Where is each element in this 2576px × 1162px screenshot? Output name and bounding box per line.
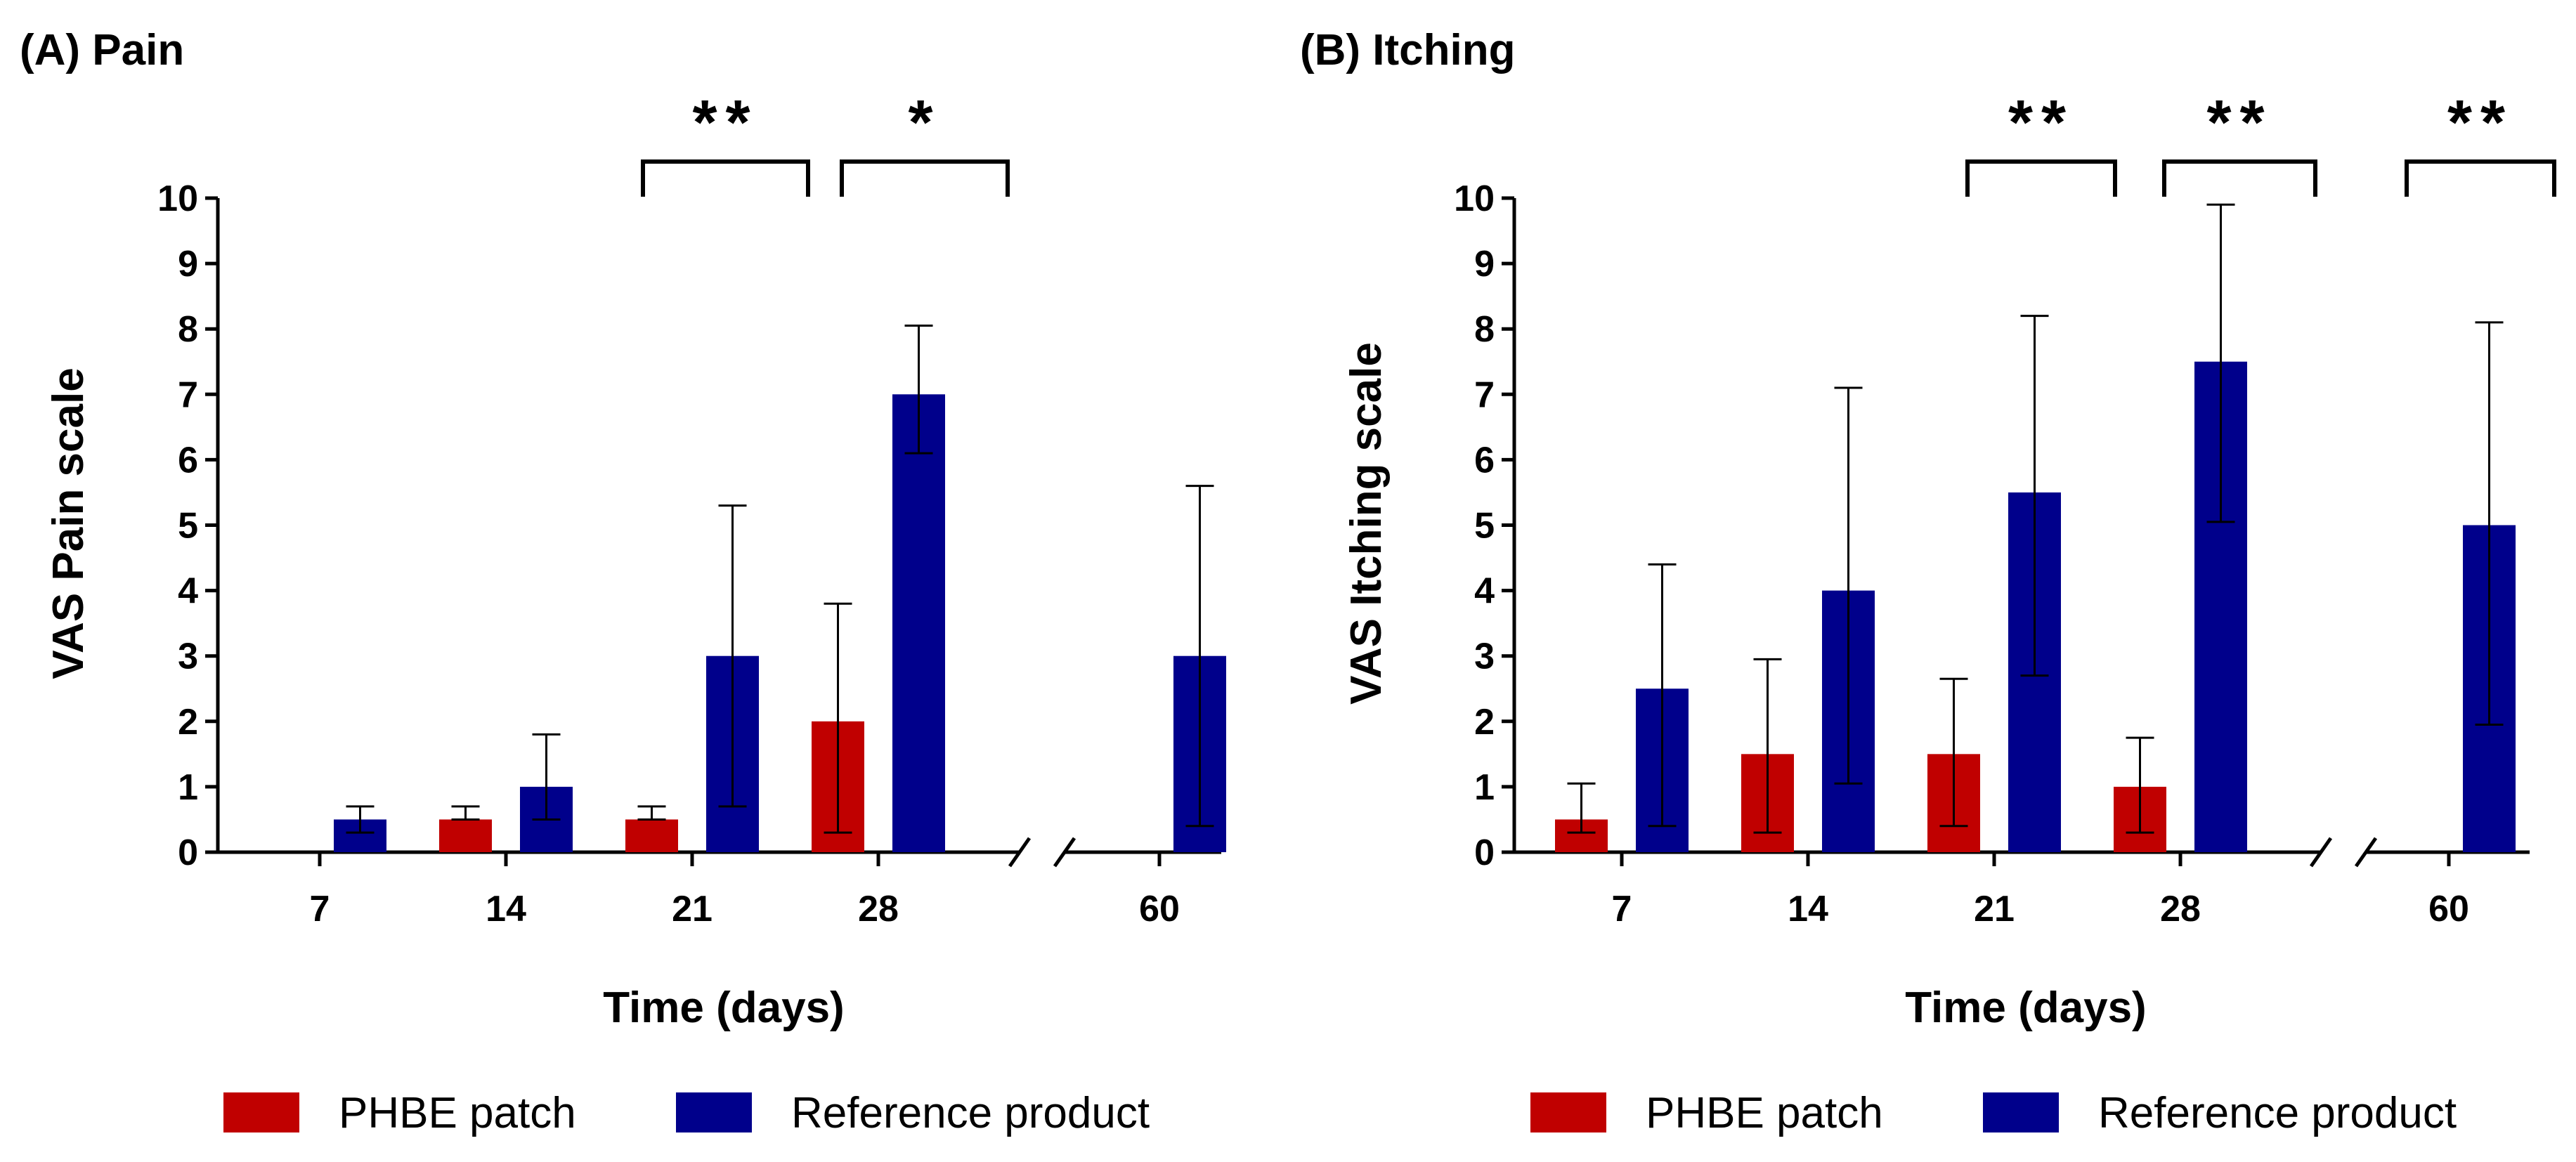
x-tick-label: 14 (486, 889, 526, 929)
y-tick-label: 8 (178, 309, 198, 350)
bar (625, 819, 678, 852)
significance-bracket (1965, 159, 2117, 197)
x-tick-label: 28 (2160, 889, 2201, 929)
y-tick-label: 10 (157, 178, 198, 219)
x-tick-label: 14 (1788, 889, 1828, 929)
y-tick-label: 6 (1474, 440, 1495, 481)
bar (892, 394, 945, 852)
y-tick-label: 4 (178, 571, 198, 612)
axis-break-mark (2309, 837, 2333, 868)
y-tick-label: 1 (1474, 767, 1495, 808)
panel-title-itching: (B) Itching (1300, 26, 1516, 74)
significance-label: ** (692, 88, 758, 158)
y-tick-label: 8 (1474, 309, 1495, 350)
significance-label: ** (2008, 88, 2074, 158)
legend-label-reference-product: Reference product (2098, 1089, 2457, 1137)
significance-bracket (2162, 159, 2317, 197)
y-tick-label: 10 (1454, 178, 1495, 219)
y-tick-label: 7 (178, 374, 198, 415)
x-tick-label: 21 (1974, 889, 2015, 929)
x-axis-title-pain: Time (days) (603, 984, 844, 1032)
significance-bracket (840, 159, 1010, 197)
y-tick-label: 3 (1474, 637, 1495, 677)
legend-pain: PHBE patch Reference product (223, 1089, 1150, 1137)
significance-bracket (2405, 159, 2556, 197)
panel-itching: (B) Itching VAS Itching scale Time (days… (1300, 26, 2556, 1032)
significance-label: * (908, 88, 941, 158)
y-tick-label: 9 (178, 244, 198, 285)
axis-break-mark (2354, 837, 2378, 868)
y-axis-title-itching: VAS Itching scale (1342, 342, 1391, 705)
panel-pain: (A) Pain VAS Pain scale Time (days) 0 1 2 3… (20, 26, 1226, 1032)
x-tick-label: 21 (672, 889, 713, 929)
y-tick-label: 5 (178, 506, 198, 547)
y-tick-label: 2 (178, 702, 198, 743)
x-tick-label: 60 (2428, 889, 2469, 929)
y-tick-label: 0 (1474, 833, 1495, 873)
y-tick-label: 4 (1474, 571, 1495, 612)
legend-swatch-reference-product (676, 1092, 752, 1132)
x-tick-label: 7 (310, 889, 330, 929)
axis-break-mark (1053, 837, 1076, 868)
legend-swatch-reference-product (1983, 1092, 2059, 1132)
y-tick-label: 5 (1474, 506, 1495, 547)
plot-area-itching: 0 1 2 3 4 5 6 7 8 9 10 7 14 21 28 60 ** ** ** (1454, 88, 2556, 929)
y-tick-label: 6 (178, 440, 198, 481)
legend-label-phbe-patch: PHBE patch (1646, 1089, 1883, 1137)
significance-label: ** (2447, 88, 2513, 158)
legend-swatch-phbe-patch (223, 1092, 299, 1132)
y-tick-label: 1 (178, 767, 198, 808)
y-axis-title-pain: VAS Pain scale (44, 367, 93, 679)
y-tick-label: 7 (1474, 374, 1495, 415)
legend-label-reference-product: Reference product (791, 1089, 1150, 1137)
y-tick-label: 0 (178, 833, 198, 873)
x-axis-title-itching: Time (days) (1905, 984, 2146, 1032)
y-tick-label: 3 (178, 637, 198, 677)
x-tick-label: 60 (1139, 889, 1180, 929)
legend-itching: PHBE patch Reference product (1530, 1089, 2457, 1137)
bar (439, 819, 492, 852)
significance-label: ** (2206, 88, 2272, 158)
x-tick-label: 7 (1612, 889, 1632, 929)
panel-title-pain: (A) Pain (20, 26, 184, 74)
y-tick-label: 2 (1474, 702, 1495, 743)
legend-swatch-phbe-patch (1530, 1092, 1606, 1132)
y-tick-label: 9 (1474, 244, 1495, 285)
axis-break-mark (1008, 837, 1032, 868)
x-tick-label: 28 (858, 889, 899, 929)
significance-bracket (641, 159, 810, 197)
legend-label-phbe-patch: PHBE patch (339, 1089, 576, 1137)
